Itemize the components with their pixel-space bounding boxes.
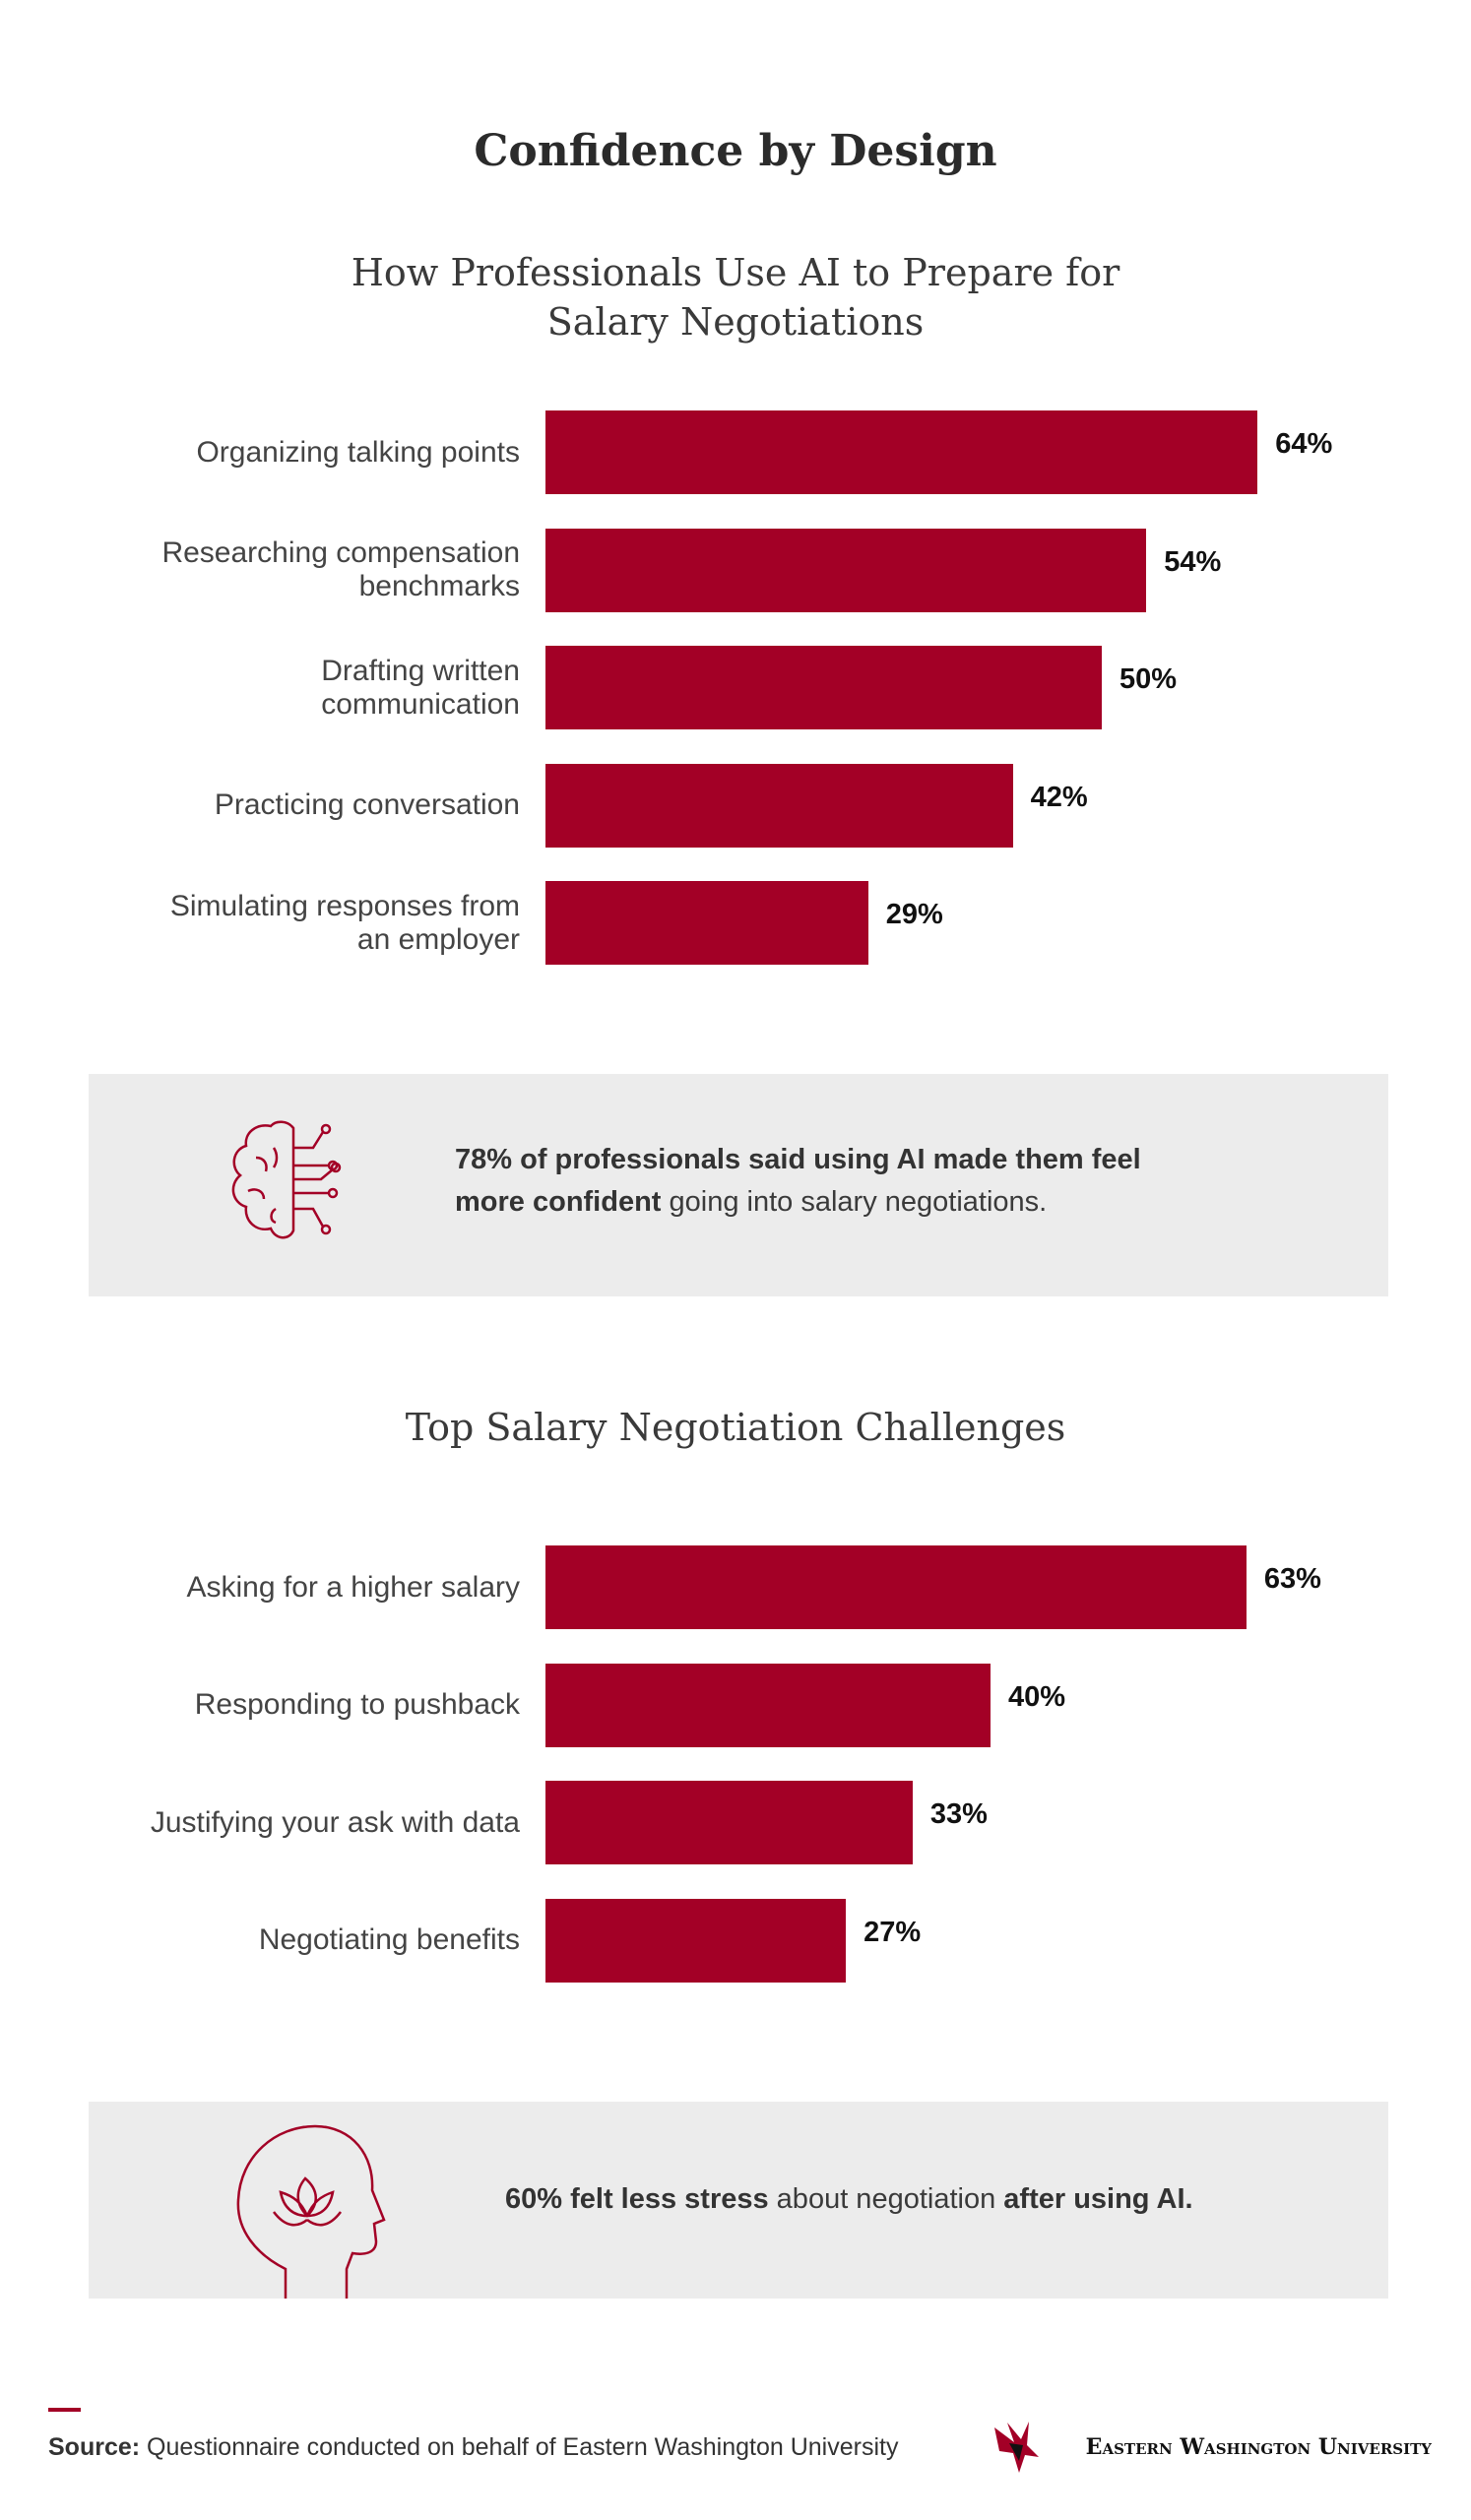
category-label: Asking for a higher salary	[186, 1570, 521, 1604]
bar	[545, 1545, 1247, 1629]
category-label: Negotiating benefits	[258, 1923, 520, 1956]
category-label: Simulating responses from an employer	[169, 889, 520, 956]
category-label: Drafting written communication	[321, 654, 520, 721]
chart-title: Top Salary Negotiation Challenges	[405, 1406, 1066, 1449]
source-note: Source: Questionnaire conducted on behal…	[48, 2433, 898, 2462]
logo-text: Eastern Washington University	[1085, 2434, 1432, 2460]
value-label: 64%	[1275, 428, 1333, 460]
value-label: 27%	[863, 1916, 922, 1948]
callout-segment: going into salary negotiations.	[661, 1186, 1048, 1218]
callout-segment: 78% of professionals said using AI made …	[455, 1144, 1149, 1218]
bar	[545, 1663, 991, 1747]
category-label: Justifying your ask with data	[150, 1805, 520, 1839]
bar	[545, 881, 868, 965]
category-label: Practicing conversation	[214, 788, 520, 821]
head-icon	[236, 2124, 386, 2299]
category-label: Responding to pushback	[194, 1688, 520, 1721]
category-label: Organizing talking points	[196, 435, 520, 469]
value-label: 42%	[1030, 781, 1088, 813]
source-text: Questionnaire conducted on behalf of Eas…	[140, 2433, 899, 2461]
value-label: 63%	[1263, 1563, 1321, 1595]
callout-box: 78% of professionals said using AI made …	[89, 1074, 1388, 1296]
bar	[545, 646, 1102, 729]
source-label: Source:	[48, 2433, 141, 2461]
chart-title: How Professionals Use AI to Prepare for …	[351, 251, 1120, 344]
bar	[545, 410, 1258, 494]
callout-text: 60% felt less stress about negotiation a…	[505, 2178, 1391, 2221]
value-label: 50%	[1119, 663, 1178, 695]
bar	[545, 1898, 847, 1983]
logo-icon	[994, 2422, 1039, 2473]
bar	[545, 1781, 913, 1864]
callout-segment: about negotiation	[768, 2183, 1004, 2215]
callout-segment: 60% felt less stress	[505, 2183, 769, 2215]
page-title: Confidence by Design	[474, 126, 997, 176]
accent-dash	[48, 2408, 81, 2412]
category-label: Researching compensation benchmarks	[161, 536, 520, 602]
value-label: 40%	[1008, 1680, 1066, 1713]
brain-icon	[231, 1120, 342, 1239]
bar	[545, 763, 1013, 848]
value-label: 54%	[1164, 545, 1222, 578]
callout-box: 60% felt less stress about negotiation a…	[89, 2102, 1388, 2299]
callout-text: 78% of professionals said using AI made …	[455, 1139, 1183, 1224]
value-label: 33%	[929, 1798, 988, 1830]
bar	[545, 528, 1147, 612]
value-label: 29%	[885, 899, 943, 930]
callout-segment: after using AI.	[1003, 2183, 1193, 2215]
